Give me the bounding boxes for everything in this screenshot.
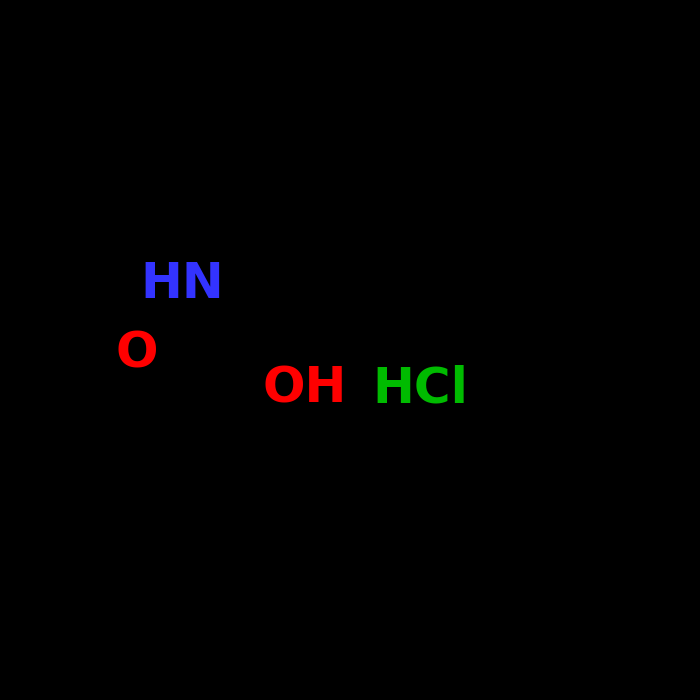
Text: HN: HN xyxy=(140,260,224,307)
Text: O: O xyxy=(116,330,158,377)
Text: OH: OH xyxy=(262,365,346,412)
Text: HCl: HCl xyxy=(372,365,468,412)
